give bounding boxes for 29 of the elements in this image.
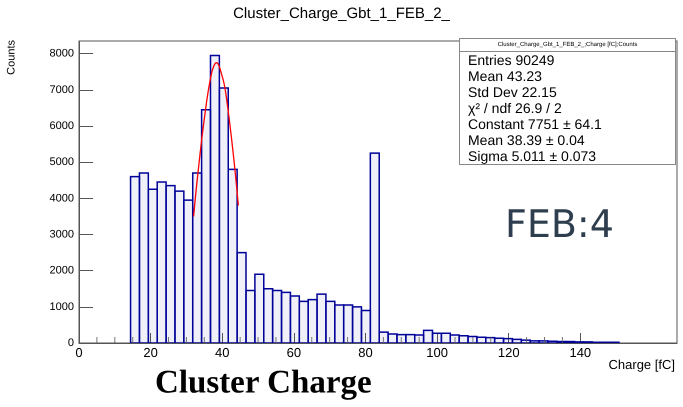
chart-title: Cluster_Charge_Gbt_1_FEB_2_ (233, 5, 451, 22)
annotation: χ² / ndf 26.9 / 2 (467, 100, 563, 116)
y-tick-label: 8000 (50, 48, 74, 60)
y-axis-title: Counts (6, 40, 18, 75)
y-tick-label: 3000 (50, 228, 74, 240)
x-tick-label: 60 (286, 345, 302, 360)
annotation: Mean 43.23 (467, 68, 543, 84)
x-tick-label: 80 (358, 345, 373, 360)
x-tick-label: 40 (215, 345, 230, 360)
y-tick-label: 0 (68, 337, 74, 349)
annotation: Constant 7751 ± 64.1 (467, 116, 603, 132)
text: Cluster Charge (155, 364, 372, 400)
annotation: Std Dev 22.15 (467, 84, 558, 100)
annotation: Entries 90249 (467, 52, 556, 68)
y-tick-label: 1000 (50, 300, 74, 313)
x-tick-label: 120 (498, 345, 520, 360)
y-tick-label: 5000 (50, 156, 74, 168)
annotation: Mean 38.39 ± 0.04 (467, 132, 586, 148)
x-tick-label: 140 (569, 345, 592, 360)
y-tick-label: 4000 (50, 192, 74, 204)
x-axis-title: Charge [fC] (608, 357, 676, 372)
y-tick-label: 6000 (50, 120, 74, 132)
annotation: Sigma 5.011 ± 0.073 (467, 148, 598, 164)
annotation: FEB:4 (505, 202, 614, 246)
x-tick-label: 20 (143, 345, 158, 360)
y-tick-label: 7000 (50, 84, 74, 96)
line-series (192, 62, 239, 218)
x-tick-label: 100 (426, 345, 448, 360)
y-tick-label: 2000 (50, 264, 74, 277)
